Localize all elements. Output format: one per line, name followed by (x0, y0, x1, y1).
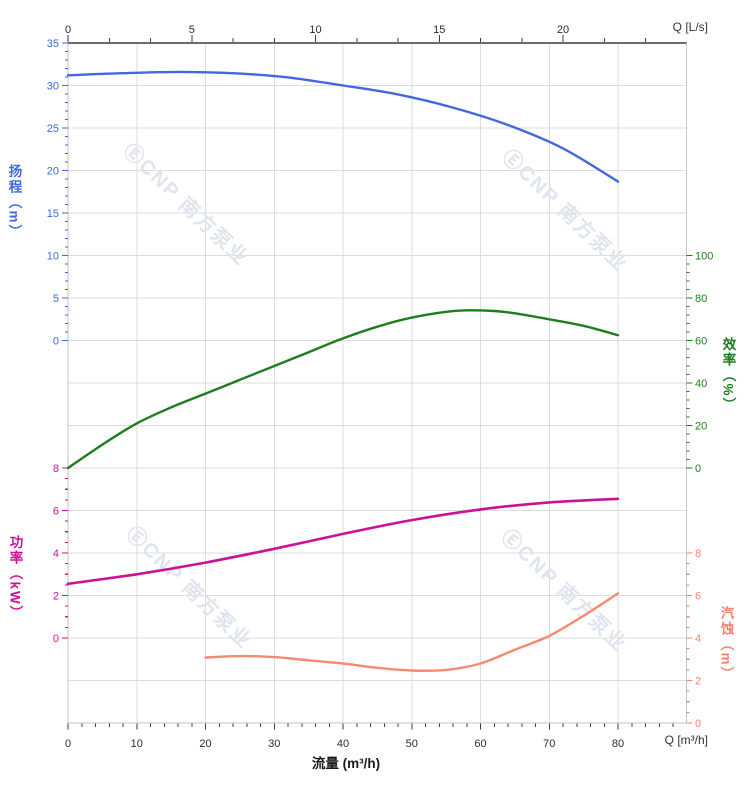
tick-label: 10 (309, 24, 321, 36)
tick-label: 80 (612, 738, 624, 750)
gridlines (68, 43, 687, 723)
head-axis-ticks (62, 42, 68, 342)
tick-label: 15 (47, 208, 59, 220)
tick-label: 0 (53, 336, 59, 348)
watermark-text: ⒺCNP 南方泵业 (119, 138, 255, 270)
tick-label: 6 (53, 506, 59, 518)
tick-label: 60 (474, 738, 486, 750)
bottom-axis-unit-label: Q [m³/h] (664, 733, 708, 747)
tick-label: 5 (189, 24, 195, 36)
tick-label: 20 (695, 421, 707, 433)
head-axis-title: 扬程（m） (6, 164, 22, 241)
top-axis-unit-label: Q [L/s] (672, 20, 708, 34)
tick-label: 6 (695, 591, 701, 603)
top-axis-labels: 0 5 10 15 20 (65, 24, 569, 36)
tick-label: 8 (695, 548, 701, 560)
efficiency-axis-labels: 100 80 60 40 20 0 (695, 251, 713, 476)
watermark-text: ⒺCNP 南方泵业 (498, 144, 634, 276)
npsh-axis-title: 汽蚀（m） (718, 606, 734, 683)
tick-label: 30 (268, 738, 280, 750)
tick-label: 25 (47, 123, 59, 135)
tick-label: 40 (695, 378, 707, 390)
efficiency-axis-title: 效率（%） (720, 337, 736, 414)
tick-label: 0 (65, 24, 71, 36)
tick-label: 70 (543, 738, 555, 750)
efficiency-axis-ticks (686, 254, 693, 469)
tick-label: 20 (557, 24, 569, 36)
tick-label: 15 (433, 24, 445, 36)
tick-label: 35 (47, 38, 59, 50)
tick-label: 0 (695, 718, 701, 730)
tick-label: 4 (695, 633, 701, 645)
tick-label: 40 (337, 738, 349, 750)
tick-label: 0 (65, 738, 71, 750)
tick-label: 20 (199, 738, 211, 750)
tick-label: 60 (695, 336, 707, 348)
tick-label: 8 (53, 463, 59, 475)
power-curve (66, 497, 620, 586)
power-axis-ticks (62, 467, 68, 639)
tick-label: 10 (47, 251, 59, 263)
head-curve (66, 70, 620, 183)
npsh-axis-ticks (686, 552, 693, 724)
tick-label: 100 (695, 251, 713, 263)
tick-label: 0 (695, 463, 701, 475)
watermark-text: ⒺCNP 南方泵业 (122, 521, 258, 653)
tick-label: 10 (131, 738, 143, 750)
tick-label: 50 (406, 738, 418, 750)
npsh-curve (204, 592, 620, 672)
head-axis-labels: 35 30 25 20 15 10 5 0 (47, 38, 59, 348)
tick-label: 2 (53, 591, 59, 603)
bottom-axis-ticks (67, 723, 674, 730)
npsh-axis-labels: 8 6 4 2 0 (695, 548, 701, 730)
tick-label: 20 (47, 166, 59, 178)
tick-label: 5 (53, 293, 59, 305)
tick-label: 2 (695, 676, 701, 688)
power-axis-title: 功率（kW） (7, 535, 23, 622)
bottom-axis-labels: 0 10 20 30 40 50 60 70 80 (65, 738, 624, 750)
flow-axis-title: 流量 (m³/h) (311, 756, 381, 771)
efficiency-curve (66, 309, 620, 470)
watermark-text: ⒺCNP 南方泵业 (497, 524, 633, 656)
tick-label: 0 (53, 633, 59, 645)
top-axis-ticks (67, 35, 646, 42)
tick-label: 80 (695, 293, 707, 305)
tick-label: 30 (47, 81, 59, 93)
power-axis-labels: 8 6 4 2 0 (53, 463, 59, 645)
tick-label: 4 (53, 548, 59, 560)
